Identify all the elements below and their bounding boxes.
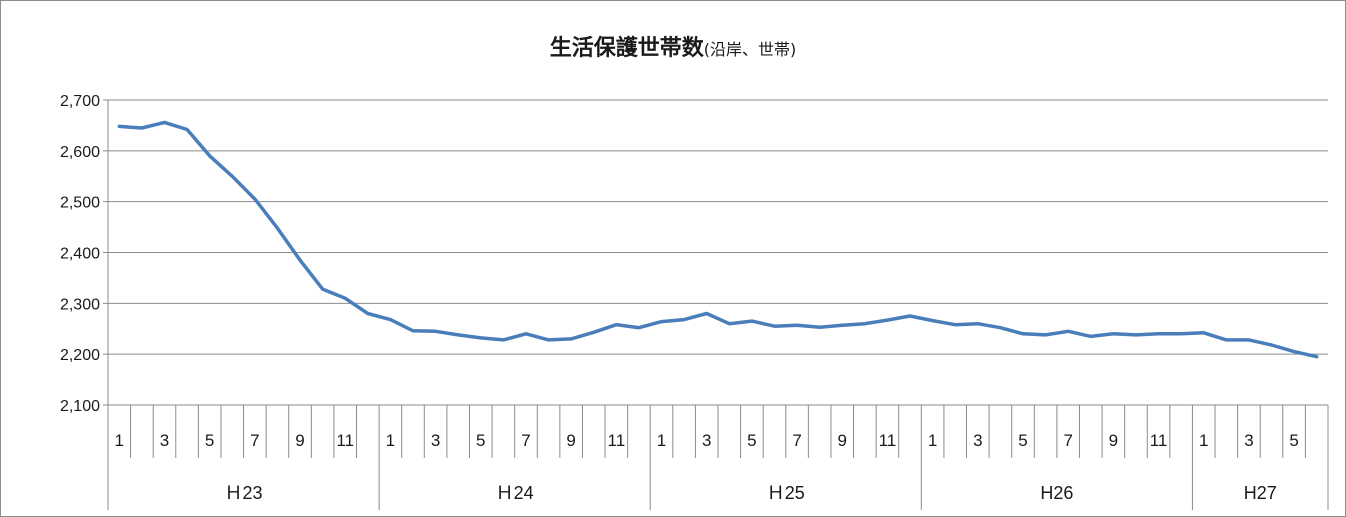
y-tick-label: 2,100 <box>60 398 100 415</box>
y-tick-label: 2,500 <box>60 195 100 212</box>
grid-lines <box>108 99 1328 406</box>
x-tick-label: 9 <box>295 431 304 450</box>
x-tick-label: 3 <box>1244 431 1253 450</box>
series-line <box>117 120 1319 359</box>
x-tick-label: 1 <box>928 431 937 450</box>
x-group-label: Ｈ23 <box>225 483 263 503</box>
x-group-label: H26 <box>1040 483 1073 503</box>
x-tick-label: 3 <box>431 431 440 450</box>
x-tick-label: 1 <box>1199 431 1208 450</box>
y-axis: 2,100 2,200 2,300 2,400 2,500 2,600 2,700 <box>60 93 109 510</box>
x-axis: 1 3 5 7 9 11 Ｈ23 1 3 5 7 9 11 Ｈ24 1 3 5 7 9 11 Ｈ25 1 3 5 7 9 11 H26… <box>115 405 1329 510</box>
x-tick-label: 11 <box>879 431 897 450</box>
chart-title-main: 生活保護世帯数 <box>549 36 704 61</box>
x-tick-label: 5 <box>747 431 756 450</box>
x-tick-label: 9 <box>838 431 847 450</box>
x-tick-label: 5 <box>1289 431 1298 450</box>
x-tick-label: 5 <box>476 431 485 450</box>
x-tick-label: 7 <box>792 431 801 450</box>
x-tick-label: 5 <box>1018 431 1027 450</box>
x-tick-label: 3 <box>702 431 711 450</box>
x-tick-label: 5 <box>205 431 214 450</box>
x-tick-label: 9 <box>566 431 575 450</box>
x-tick-label: 1 <box>386 431 395 450</box>
chart-title: 生活保護世帯数(沿岸、世帯) <box>0 30 1346 62</box>
x-group-label: Ｈ24 <box>496 483 534 503</box>
x-tick-label: 1 <box>657 431 666 450</box>
x-tick-label: 3 <box>973 431 982 450</box>
x-group-label: H27 <box>1244 483 1277 503</box>
x-tick-label: 11 <box>336 431 354 450</box>
chart-title-sub: (沿岸、世帯) <box>703 40 797 59</box>
x-tick-label: 11 <box>608 431 626 450</box>
y-tick-label: 2,300 <box>60 296 100 313</box>
y-tick-label: 2,200 <box>60 347 100 364</box>
x-group-label: Ｈ25 <box>767 483 805 503</box>
x-tick-label: 11 <box>1150 431 1168 450</box>
x-tick-label: 9 <box>1109 431 1118 450</box>
x-tick-label: 7 <box>250 431 259 450</box>
y-tick-label: 2,400 <box>60 246 100 263</box>
y-tick-label: 2,600 <box>60 144 100 161</box>
x-tick-label: 7 <box>521 431 530 450</box>
x-tick-label: 7 <box>1063 431 1072 450</box>
y-tick-label: 2,700 <box>60 93 100 110</box>
x-tick-label: 3 <box>160 431 169 450</box>
x-tick-label: 1 <box>115 431 124 450</box>
series-layer <box>117 120 1319 359</box>
